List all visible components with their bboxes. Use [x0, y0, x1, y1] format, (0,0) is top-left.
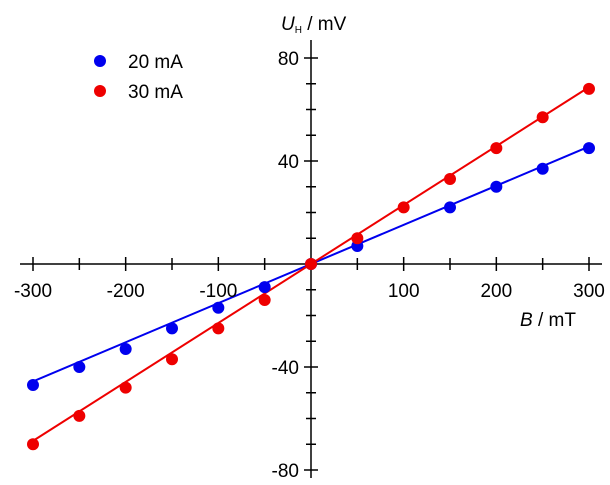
y-axis-unit: / mV — [302, 14, 347, 35]
data-point-series-1 — [583, 142, 595, 155]
y-axis-subscript: H — [295, 25, 302, 36]
data-points — [27, 82, 595, 451]
data-point-series-2 — [583, 82, 595, 95]
data-point-series-1 — [27, 379, 39, 392]
x-axis-title: B / mT — [520, 310, 576, 331]
data-point-series-1 — [536, 162, 549, 175]
x-tick-label: -100 — [199, 281, 237, 302]
y-tick-label: -40 — [272, 358, 299, 379]
data-point-series-2 — [27, 438, 39, 451]
data-point-series-1 — [166, 322, 178, 335]
data-point-series-1 — [490, 180, 503, 193]
legend-marker-30ma — [94, 85, 106, 97]
y-axis-title: UH / mV — [281, 14, 347, 36]
y-tick-label: -80 — [272, 461, 299, 482]
x-axis-symbol: B — [520, 310, 533, 331]
axes: -300 -200 -100 100 200 300 -80 -40 40 80 — [14, 40, 605, 482]
data-point-series-2 — [444, 173, 456, 186]
data-point-series-2 — [166, 353, 178, 366]
data-point-series-2 — [305, 258, 317, 270]
data-point-series-2 — [258, 294, 271, 307]
legend-label-30ma: 30 mA — [128, 82, 183, 103]
x-axis-unit: / mT — [533, 310, 577, 331]
data-point-series-2 — [119, 381, 132, 394]
y-tick-label: 80 — [278, 49, 299, 70]
data-point-series-1 — [258, 281, 271, 294]
data-point-series-2 — [490, 142, 503, 155]
data-point-series-1 — [444, 201, 456, 214]
y-tick-label: 40 — [278, 152, 299, 173]
x-tick-label: 100 — [388, 281, 420, 302]
data-point-series-1 — [212, 301, 225, 314]
legend-label-20ma: 20 mA — [128, 52, 183, 73]
data-point-series-2 — [536, 111, 549, 124]
x-tick-label: 300 — [573, 281, 605, 302]
x-tick-label: -200 — [107, 281, 145, 302]
data-point-series-1 — [119, 342, 132, 355]
data-point-series-2 — [351, 232, 364, 245]
data-point-series-2 — [212, 322, 225, 335]
data-point-series-2 — [73, 409, 86, 422]
legend-marker-20ma — [94, 55, 106, 67]
x-tick-label: -300 — [14, 281, 52, 302]
legend: 20 mA 30 mA — [94, 52, 183, 103]
data-point-series-1 — [73, 361, 86, 373]
y-axis-symbol: U — [281, 14, 295, 35]
data-point-series-2 — [397, 201, 410, 214]
x-tick-label: 200 — [480, 281, 512, 302]
